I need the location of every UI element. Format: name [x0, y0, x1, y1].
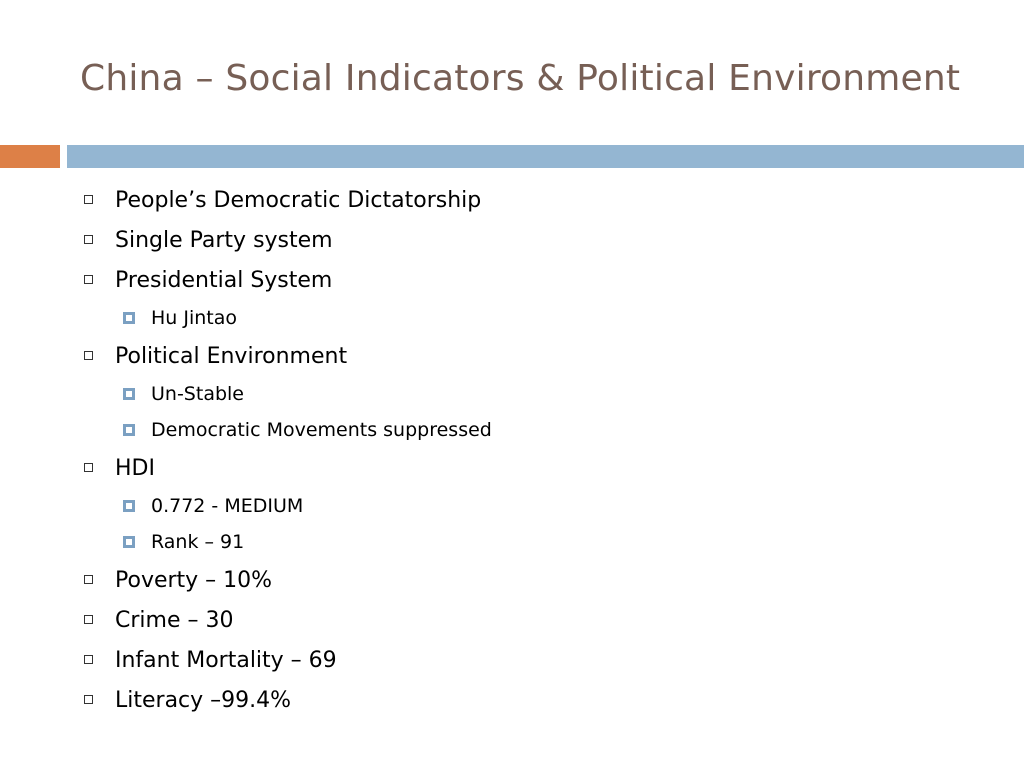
filled-square-bullet-icon [123, 312, 135, 324]
sub-bullet-item: Rank – 91 [78, 524, 978, 560]
slide-title: China – Social Indicators & Political En… [80, 58, 961, 99]
bullet-item: Poverty – 10% [78, 560, 978, 600]
bullet-text: Crime – 30 [115, 607, 234, 633]
square-bullet-icon [84, 655, 93, 664]
filled-square-bullet-icon [123, 424, 135, 436]
square-bullet-icon [84, 575, 93, 584]
filled-square-bullet-icon [123, 500, 135, 512]
filled-square-bullet-icon [123, 536, 135, 548]
square-bullet-icon [84, 463, 93, 472]
sub-bullet-text: Rank – 91 [151, 531, 245, 553]
bullet-list: People’s Democratic Dictatorship Single P… [78, 180, 978, 720]
title-divider-bar [67, 145, 1024, 168]
bullet-item: Political Environment [78, 336, 978, 376]
sub-bullet-item: 0.772 - MEDIUM [78, 488, 978, 524]
bullet-item: Single Party system [78, 220, 978, 260]
bullet-text: Infant Mortality – 69 [115, 647, 337, 673]
bullet-text: Poverty – 10% [115, 567, 273, 593]
title-accent-bar [0, 145, 60, 168]
filled-square-bullet-icon [123, 388, 135, 400]
square-bullet-icon [84, 275, 93, 284]
bullet-item: Infant Mortality – 69 [78, 640, 978, 680]
bullet-text: HDI [115, 455, 155, 481]
bullet-item: Crime – 30 [78, 600, 978, 640]
sub-bullet-item: Democratic Movements suppressed [78, 412, 978, 448]
bullet-item: HDI [78, 448, 978, 488]
square-bullet-icon [84, 695, 93, 704]
sub-bullet-item: Un-Stable [78, 376, 978, 412]
square-bullet-icon [84, 235, 93, 244]
bullet-item: People’s Democratic Dictatorship [78, 180, 978, 220]
square-bullet-icon [84, 195, 93, 204]
bullet-text: Political Environment [115, 343, 348, 369]
sub-bullet-text: Democratic Movements suppressed [151, 419, 492, 441]
square-bullet-icon [84, 615, 93, 624]
bullet-text: Single Party system [115, 227, 333, 253]
sub-bullet-text: Hu Jintao [151, 307, 238, 329]
square-bullet-icon [84, 351, 93, 360]
bullet-text: Presidential System [115, 267, 333, 293]
bullet-item: Presidential System [78, 260, 978, 300]
sub-bullet-text: Un-Stable [151, 383, 244, 405]
bullet-text: People’s Democratic Dictatorship [115, 187, 482, 213]
sub-bullet-text: 0.772 - MEDIUM [151, 495, 304, 517]
bullet-item: Literacy –99.4% [78, 680, 978, 720]
bullet-text: Literacy –99.4% [115, 687, 292, 713]
sub-bullet-item: Hu Jintao [78, 300, 978, 336]
